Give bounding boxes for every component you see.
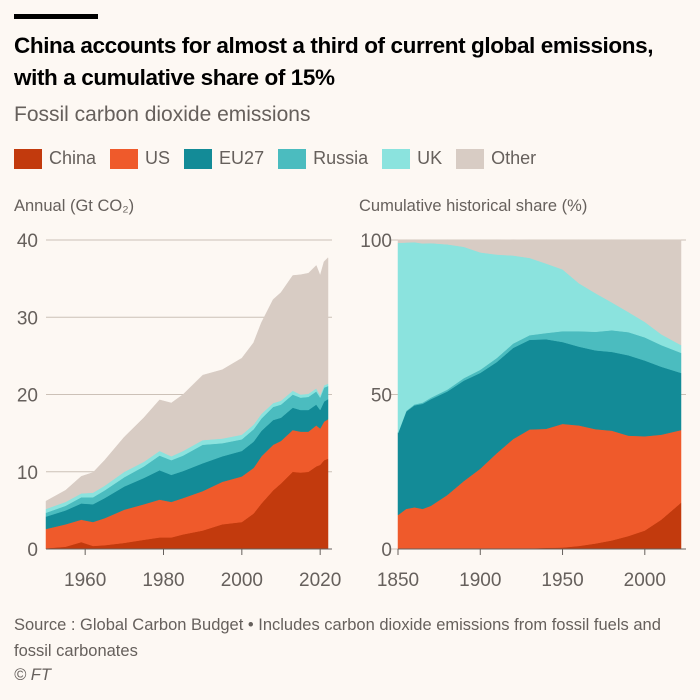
x-tick-label: 1960 [64,570,106,591]
y-tick-label: 50 [371,386,392,407]
chart-subtitle: Fossil carbon dioxide emissions [14,103,311,126]
legend-item-us: US [110,148,170,169]
area-other [397,239,682,346]
x-tick-label: 1980 [142,570,184,591]
x-tick-label: 2000 [221,570,263,591]
x-tick-label: 1950 [541,570,583,591]
legend-label-eu27: EU27 [219,148,265,168]
legend-swatch-china [14,148,42,169]
legend-swatch-russia [278,148,307,169]
x-tick-label: 2000 [624,570,666,591]
cumulative-share-chart: 0 50 100 1850 1900 1950 2000 [360,231,686,591]
right-chart-title: Cumulative historical share (%) [359,197,588,215]
legend-item-eu27: EU27 [184,148,264,169]
legend-label-us: US [145,148,171,168]
area-other [45,257,329,510]
legend-label-other: Other [491,148,537,168]
y-tick-label: 30 [17,308,38,329]
legend-item-china: China [14,148,96,169]
legend-swatch-uk [382,148,411,169]
copyright: © FT [14,666,51,684]
legend-item-uk: UK [382,148,442,169]
legend-label-russia: Russia [313,148,369,168]
legend-label-uk: UK [417,148,443,168]
brand-bar [14,14,98,19]
y-tick-label: 10 [17,463,38,484]
chart-title: China accounts for almost a third of cur… [14,33,654,90]
legend-label-china: China [49,148,97,168]
y-tick-label: 0 [27,540,38,561]
left-chart-title: Annual (Gt CO₂) [14,197,135,215]
legend-swatch-other [456,148,485,169]
source-note: Source : Global Carbon Budget • Includes… [14,616,661,660]
y-tick-label: 100 [360,231,392,252]
legend-swatch-eu27 [184,148,213,169]
x-tick-label: 1900 [459,570,501,591]
legend-item-other: Other [456,148,536,169]
y-tick-label: 40 [17,231,38,252]
legend-swatch-us [110,148,139,169]
y-tick-label: 0 [381,540,392,561]
x-tick-label: 1850 [377,570,419,591]
legend: China US EU27 Russia UK Other [14,148,550,169]
x-tick-label: 2020 [299,570,341,591]
y-tick-label: 20 [17,386,38,407]
legend-item-russia: Russia [278,148,368,169]
annual-emissions-chart: 0 10 20 30 40 1960 1980 2000 2020 [17,231,341,591]
